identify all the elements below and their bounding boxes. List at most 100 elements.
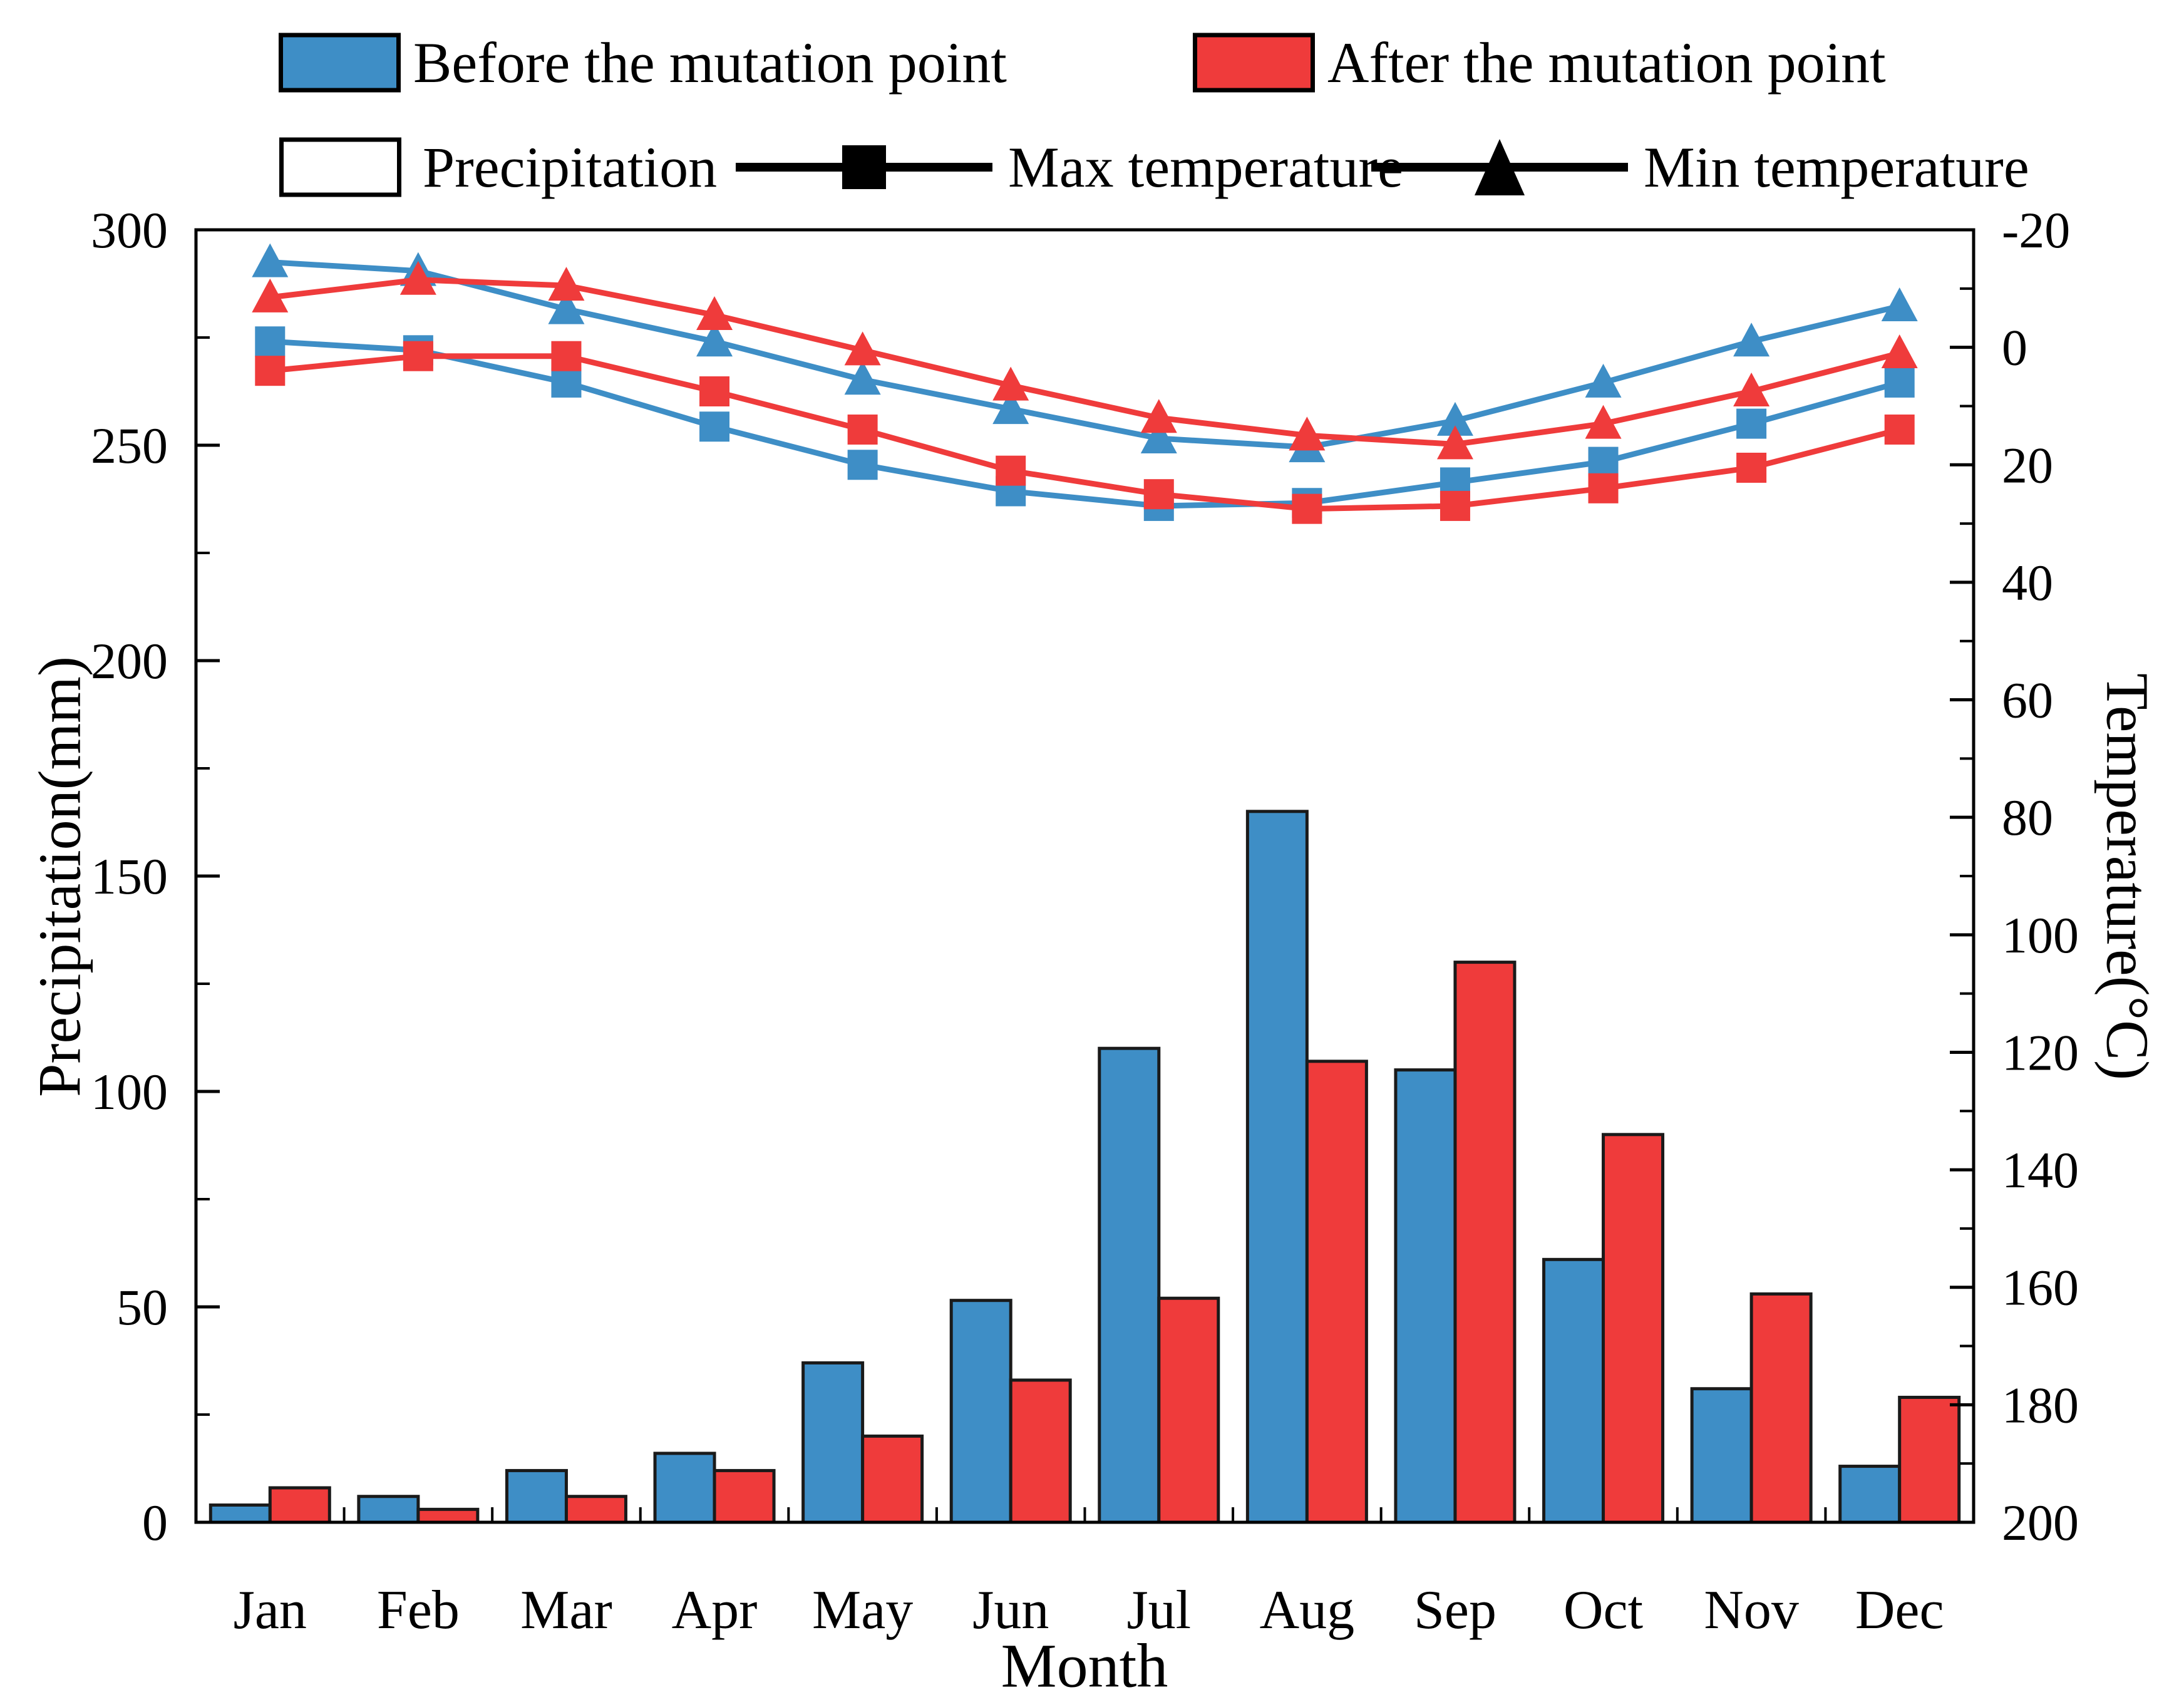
marker-triangle-after-Feb [399,260,436,295]
tick-label-month-Jul: Jul [1126,1580,1191,1641]
marker-triangle-before-Jul [1140,420,1177,454]
marker-square-after-May [847,414,878,445]
tick-label-right--20: -20 [2002,202,2070,259]
tick-label-month-Apr: Apr [672,1580,758,1641]
bar-precipitation-before-Apr [653,1452,716,1524]
marker-square-after-Sep [1440,490,1470,521]
tick-label-right-40: 40 [2002,554,2053,611]
tick-label-right-100: 100 [2002,907,2079,964]
marker-triangle-after-Dec [1881,334,1918,369]
bar-precipitation-before-Nov [1690,1387,1753,1524]
axis-tick-labels: 300 250 200 150 100 50 0 -20 0 20 40 60 80 100 120 140 1… [91,202,2079,1641]
tick-label-left-0: 0 [142,1494,168,1551]
line-min-temperature-before [252,243,1918,463]
bar-precipitation-before-Jul [1098,1046,1161,1524]
marker-square-before-Mar [551,367,582,398]
marker-square-after-Nov [1736,452,1767,483]
legend-min-temperature-marker-icon [1371,139,1628,195]
marker-triangle-after-May [844,331,881,366]
legend-label-min-temperature: Min temperature [1644,135,2029,199]
tick-label-month-Nov: Nov [1704,1580,1799,1641]
tick-label-right-200: 200 [2002,1494,2079,1551]
marker-square-after-Aug [1292,493,1322,524]
marker-triangle-before-Mar [548,290,585,324]
bar-precipitation-after-Apr [713,1468,776,1524]
tick-label-month-Jun: Jun [972,1580,1049,1641]
bar-precipitation-before-May [801,1361,865,1524]
marker-square-before-Apr [699,411,730,442]
line-max-temperature-after [255,341,1915,524]
tick-label-month-Jan: Jan [234,1580,307,1641]
bar-precipitation-after-May [861,1434,924,1524]
axis-ticks [196,228,1974,1524]
marker-square-before-May [847,450,878,480]
marker-square-before-Oct [1588,446,1619,477]
line-min-temperature-after [252,260,1918,460]
marker-triangle-before-May [844,361,881,395]
marker-triangle-before-Jun [992,390,1029,425]
tick-label-month-Sep: Sep [1414,1580,1496,1641]
bar-precipitation-after-Nov [1749,1292,1813,1524]
marker-triangle-before-Oct [1585,363,1622,398]
bar-precipitation-before-Aug [1245,810,1309,1524]
marker-triangle-before-Dec [1881,287,1918,321]
marker-triangle-before-Jan [252,243,289,277]
marker-square-after-Feb [403,341,433,371]
tick-label-right-80: 80 [2002,789,2053,846]
bar-precipitation-after-Dec [1898,1395,1961,1524]
bar-precipitation-before-Feb [357,1495,420,1524]
marker-square-after-Apr [699,376,730,406]
tick-label-right-140: 140 [2002,1142,2079,1199]
x-axis-title: Month [1001,1631,1168,1701]
legend-max-temperature-marker-icon [736,145,992,189]
tick-label-month-Aug: Aug [1260,1580,1355,1641]
tick-label-month-May: May [812,1580,913,1641]
tick-label-left-100: 100 [91,1063,168,1120]
bar-precipitation-before-Oct [1542,1257,1605,1524]
bar-precipitation-after-Aug [1305,1060,1368,1524]
marker-square-before-Jan [255,326,286,357]
bar-precipitation-after-Jul [1157,1296,1220,1524]
bar-precipitation-after-Sep [1453,961,1517,1524]
bar-precipitation-after-Jan [268,1486,331,1524]
tick-label-month-Oct: Oct [1563,1580,1643,1641]
bar-precipitation-after-Feb [416,1507,480,1524]
tick-label-right-160: 160 [2002,1259,2079,1316]
marker-square-before-Dec [1884,367,1915,398]
tick-label-right-0: 0 [2002,319,2027,376]
tick-label-month-Mar: Mar [520,1580,612,1641]
bar-precipitation-before-Jan [209,1503,272,1524]
marker-triangle-after-Jan [252,278,289,312]
legend-swatch-precipitation-icon [279,137,401,197]
legend-swatch-after-icon [1193,33,1315,93]
marker-square-after-Jun [996,455,1026,486]
marker-square-after-Dec [1884,414,1915,445]
tick-label-left-150: 150 [91,848,168,905]
marker-triangle-after-Jun [992,366,1029,401]
tick-label-left-200: 200 [91,632,168,689]
marker-triangle-after-Nov [1733,373,1770,406]
tick-label-right-120: 120 [2002,1024,2079,1081]
legend-label-after: After the mutation point [1327,31,1886,95]
tick-label-left-250: 250 [91,417,168,474]
marker-triangle-before-Sep [1436,401,1473,436]
marker-square-after-Oct [1588,473,1619,503]
tick-label-left-300: 300 [91,202,168,259]
bar-precipitation-after-Jun [1009,1378,1072,1524]
bar-precipitation-before-Sep [1394,1068,1457,1524]
legend-label-max-temperature: Max temperature [1008,135,1403,199]
marker-triangle-after-Oct [1585,405,1622,439]
legend-label-before: Before the mutation point [413,31,1007,95]
marker-triangle-after-Sep [1436,425,1473,460]
marker-triangle-after-Mar [548,267,585,301]
marker-triangle-before-Apr [696,322,733,357]
tick-label-month-Dec: Dec [1855,1580,1944,1641]
tick-label-month-Feb: Feb [377,1580,460,1641]
line-max-temperature-before [255,326,1915,521]
marker-square-after-Mar [551,341,582,371]
bar-precipitation-before-Jun [949,1299,1012,1524]
bar-precipitation-after-Oct [1602,1133,1665,1524]
tick-label-right-180: 180 [2002,1376,2079,1433]
marker-square-after-Jul [1143,479,1174,510]
